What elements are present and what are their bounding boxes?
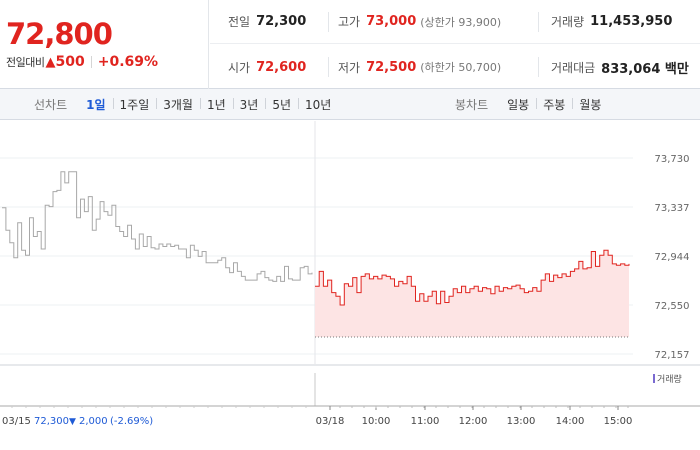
candle-chart-label: 봉차트 bbox=[455, 98, 489, 112]
stat-label: 거래대금 bbox=[551, 60, 596, 75]
stat-label: 시가 bbox=[228, 60, 251, 75]
stats-row-1: 전일 72,300 고가 73,000 (상한가 93,900) 거래량 11,… bbox=[210, 0, 700, 44]
y-axis-ticks: 73,730 73,337 72,944 72,550 72,157 bbox=[655, 154, 690, 361]
x-tick-label: 11:00 bbox=[411, 416, 440, 427]
candle-monthly[interactable]: 월봉 bbox=[572, 96, 608, 113]
change-rate: +0.69% bbox=[97, 54, 159, 70]
line-chart-label: 선차트 bbox=[34, 98, 68, 112]
x-axis-ticks: 03/18 10:00 11:00 12:00 13:00 14:00 15:00 bbox=[11, 406, 633, 427]
candle-weekly[interactable]: 주봉 bbox=[536, 96, 572, 113]
stat-trade-value: 거래대금 833,064 백만 bbox=[538, 57, 689, 77]
stat-label: 고가 bbox=[338, 15, 361, 29]
down-arrow-icon: ▼ bbox=[69, 417, 76, 427]
prev-session-close: 72,300 bbox=[34, 416, 69, 427]
x-tick-label: 14:00 bbox=[556, 416, 585, 427]
change-amount: 500 bbox=[55, 54, 85, 70]
stat-label: 저가 bbox=[338, 60, 361, 75]
volume-legend-label: 거래량 bbox=[657, 373, 682, 385]
prev-session-date: 03/15 bbox=[2, 416, 31, 427]
price-change: 전일대비 ▲ 500 +0.69% bbox=[6, 54, 158, 70]
stat-low: 저가 72,500 (하한가 50,700) bbox=[328, 57, 501, 77]
price-header: 72,800 전일대비 ▲ 500 +0.69% 전일 72,300 고가 73… bbox=[0, 0, 700, 89]
stat-value: 72,500 bbox=[366, 59, 417, 75]
change-label: 전일대비 bbox=[6, 56, 45, 69]
stat-value: 73,000 bbox=[366, 14, 417, 29]
price-stats: 전일 72,300 고가 73,000 (상한가 93,900) 거래량 11,… bbox=[210, 0, 700, 89]
prev-session-change-rate: (-2.69%) bbox=[110, 416, 153, 427]
stat-volume: 거래량 11,453,950 bbox=[538, 11, 673, 32]
x-tick-label: 03/18 bbox=[316, 416, 345, 427]
upper-limit: (상한가 93,900) bbox=[420, 15, 502, 29]
grid-lines bbox=[0, 121, 633, 364]
volume-legend-marker bbox=[653, 374, 655, 383]
current-price-box: 72,800 전일대비 ▲ 500 +0.69% bbox=[0, 0, 209, 89]
stat-label: 전일 bbox=[228, 15, 251, 29]
price-chart-svg[interactable]: 73,730 73,337 72,944 72,550 72,157 거래량 03/18… bbox=[0, 121, 700, 450]
stats-row-2: 시가 72,600 저가 72,500 (하한가 50,700) 거래대금 83… bbox=[210, 45, 700, 89]
candle-daily[interactable]: 일봉 bbox=[507, 98, 530, 112]
current-price: 72,800 bbox=[6, 17, 113, 51]
stat-open: 시가 72,600 bbox=[228, 57, 306, 77]
period-1y[interactable]: 1년 bbox=[199, 96, 233, 113]
stat-value: 72,600 bbox=[256, 59, 307, 75]
y-tick-label: 72,550 bbox=[655, 301, 690, 312]
change-divider bbox=[90, 56, 92, 68]
x-tick-label: 12:00 bbox=[459, 416, 488, 427]
period-5y[interactable]: 5년 bbox=[265, 96, 298, 113]
x-tick-label: 15:00 bbox=[604, 416, 633, 427]
period-3m[interactable]: 3개월 bbox=[156, 96, 200, 113]
current-session-area bbox=[315, 250, 629, 337]
stat-prev-close: 전일 72,300 bbox=[228, 12, 306, 32]
period-3y[interactable]: 3년 bbox=[232, 96, 266, 113]
period-10y[interactable]: 10년 bbox=[298, 96, 338, 113]
up-arrow-icon: ▲ bbox=[45, 54, 56, 70]
previous-session-line bbox=[2, 171, 313, 282]
x-tick-label: 13:00 bbox=[507, 416, 536, 427]
lower-limit: (하한가 50,700) bbox=[420, 61, 502, 74]
y-tick-label: 72,944 bbox=[655, 252, 690, 263]
y-tick-label: 73,730 bbox=[655, 154, 690, 165]
line-chart-periods: 선차트 1일 1주일 3개월 1년 3년 5년 10년 bbox=[34, 89, 338, 120]
stat-high: 고가 73,000 (상한가 93,900) bbox=[328, 11, 502, 32]
period-1w[interactable]: 1주일 bbox=[112, 96, 157, 113]
candle-chart-periods: 봉차트 일봉 주봉 월봉 bbox=[455, 89, 608, 120]
stat-value: 833,064 백만 bbox=[601, 61, 689, 77]
stat-label: 거래량 bbox=[551, 15, 585, 29]
x-tick-label: 10:00 bbox=[362, 416, 391, 427]
stat-value: 72,300 bbox=[256, 14, 307, 29]
chart-toolbar: 선차트 1일 1주일 3개월 1년 3년 5년 10년 봉차트 일봉 주봉 월봉 bbox=[0, 89, 700, 120]
period-1d[interactable]: 1일 bbox=[86, 98, 106, 112]
intraday-chart: 73,730 73,337 72,944 72,550 72,157 거래량 03/18… bbox=[0, 121, 700, 450]
y-tick-label: 73,337 bbox=[655, 203, 690, 214]
prev-session-change: 2,000 bbox=[79, 416, 108, 427]
y-tick-label: 72,157 bbox=[655, 350, 690, 361]
stat-value: 11,453,950 bbox=[590, 14, 673, 29]
current-session-line bbox=[315, 249, 630, 306]
